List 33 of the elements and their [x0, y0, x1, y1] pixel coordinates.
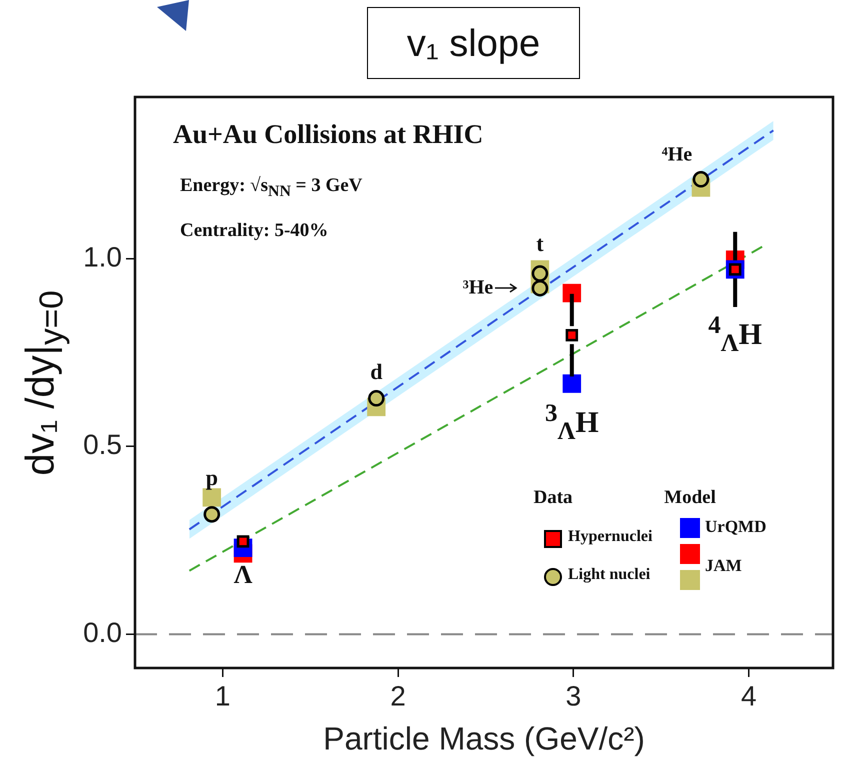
point: [204, 506, 220, 523]
annotation: ⁴He: [662, 144, 692, 167]
legend-label: Light nuclei: [568, 566, 650, 584]
annotation: Centrality: 5-40%: [180, 220, 328, 242]
chart-title: v₁ slope: [367, 7, 580, 79]
point: [562, 374, 582, 393]
x-tick-label: 3: [566, 680, 582, 712]
point: [202, 488, 222, 507]
annotation: d: [370, 359, 382, 386]
annotation: t: [536, 230, 544, 257]
annotation: ³He: [462, 276, 494, 300]
annotation: Model: [664, 487, 716, 509]
x-tick-label: 1: [214, 680, 230, 712]
annotation: Au+Au Collisions at RHIC: [173, 119, 484, 150]
legend-label: Hypernuclei: [568, 528, 652, 546]
x-axis-title: Particle Mass (GeV/c²): [323, 720, 645, 757]
x-tick-label: 4: [741, 680, 757, 712]
annotation: Λ: [234, 560, 252, 590]
point: [562, 284, 582, 302]
annotation: p: [206, 465, 218, 492]
point: [566, 328, 578, 342]
point: [692, 171, 710, 188]
y-tick-label: 0.0: [83, 616, 122, 648]
annotation: Energy: √s$_{NN}$ = 3 GeV: [180, 175, 362, 201]
legend-label: JAM: [705, 556, 742, 576]
point: [368, 390, 385, 407]
point: [532, 265, 548, 282]
point: [532, 280, 548, 296]
y-tick-label: 1.0: [83, 241, 122, 272]
annotation: Data: [533, 487, 573, 509]
x-tick-label: 2: [390, 680, 406, 712]
y-tick-label: 0.5: [83, 429, 122, 460]
legend-label: UrQMD: [705, 517, 766, 537]
